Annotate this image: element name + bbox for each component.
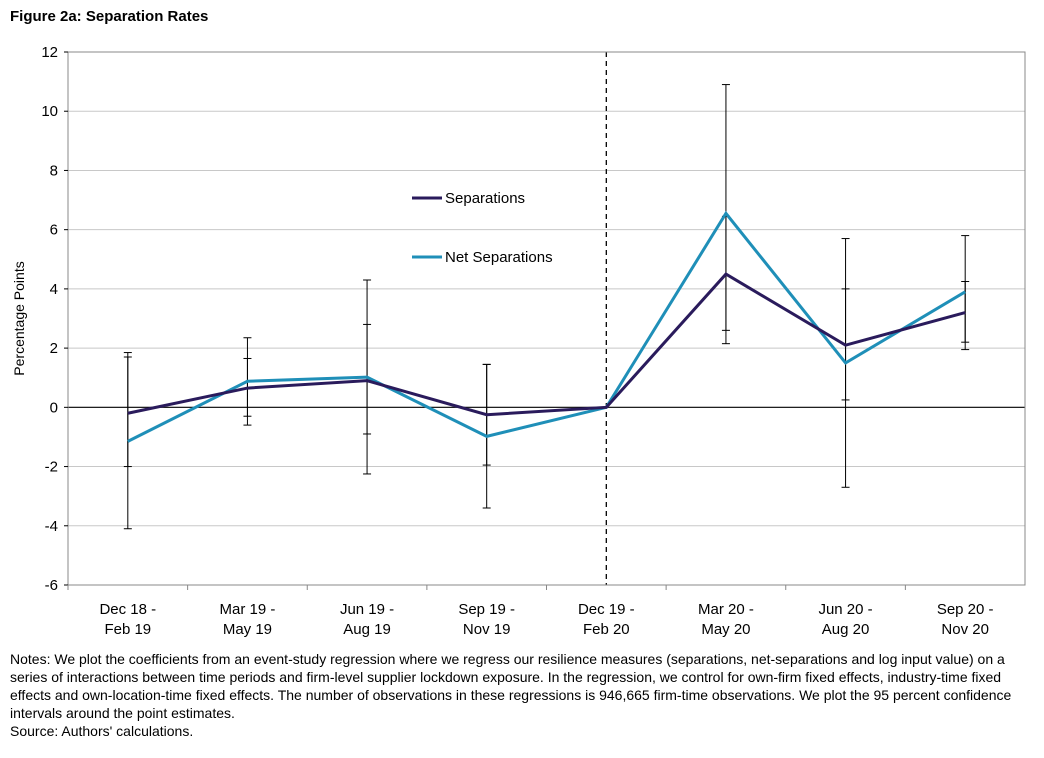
y-tick-label: 6 [50,222,58,239]
y-tick-label: 10 [41,103,58,120]
y-tick-label: 2 [50,340,58,357]
notes-block: Notes: We plot the coefficients from an … [10,650,1035,740]
x-axis-ticks: Dec 18 -Feb 19 Mar 19 -May 19 Jun 19 -Aug … [67,585,994,638]
y-tick-label: -2 [45,459,58,476]
series-line-separations [127,272,966,417]
separation-rates-chart: -6 -4 -2 0 2 4 6 8 10 12 Dec 18 -Feb 19 Mar 19 -Ma… [11,44,1026,638]
grid-lines [68,52,1025,585]
x-tick-label: Sep 19 -Nov 19 [458,601,515,638]
legend-label: Net Separations [445,249,553,266]
y-tick-label: 12 [41,44,58,61]
figure-title: Figure 2a: Separation Rates [10,8,209,25]
x-tick-label: Mar 19 -May 19 [220,601,276,638]
x-tick-label: Mar 20 -May 20 [698,601,754,638]
y-tick-label: 8 [50,162,58,179]
legend-label: Separations [445,190,525,207]
y-tick-label: -6 [45,577,58,594]
series-line-net-separations [127,210,966,443]
x-tick-label: Dec 18 -Feb 19 [99,601,156,638]
y-tick-label: 0 [50,399,58,416]
notes-text: Notes: We plot the coefficients from an … [10,651,1012,721]
source-text: Source: Authors' calculations. [10,723,194,739]
y-axis-ticks: -6 -4 -2 0 2 4 6 8 10 12 [41,44,68,594]
legend: Separations Net Separations [412,190,553,266]
x-tick-label: Jun 19 -Aug 19 [340,601,394,638]
series-lines [127,210,966,443]
x-tick-label: Sep 20 -Nov 20 [937,601,994,638]
error-bars [123,84,970,530]
y-tick-label: 4 [50,281,58,298]
y-axis-label: Percentage Points [11,261,27,375]
y-tick-label: -4 [45,518,58,535]
plot-frame [67,51,1026,586]
x-tick-label: Jun 20 -Aug 20 [818,601,872,638]
x-tick-label: Dec 19 -Feb 20 [578,601,635,638]
